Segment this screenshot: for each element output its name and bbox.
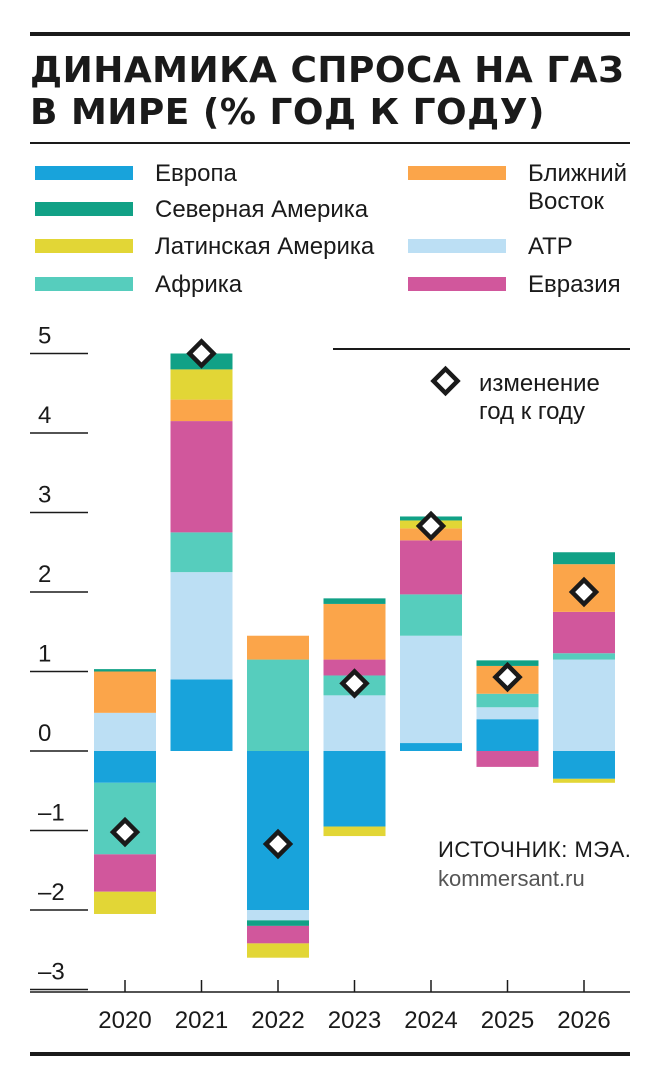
bar-2020-latin_america xyxy=(94,891,156,914)
source-note: ИСТОЧНИК: МЭА. xyxy=(438,837,632,862)
x-tick-label-2025: 2025 xyxy=(481,1007,534,1034)
legend-label-eurasia: Евразия xyxy=(528,271,621,298)
legend-swatch-latin-america xyxy=(35,239,133,253)
bar-2022-apac xyxy=(247,910,309,921)
site-credit: kommersant.ru xyxy=(438,866,585,891)
legend-item-apac: АТР xyxy=(408,233,660,261)
bar-2023-north_america xyxy=(323,598,386,604)
y-tick-label-0: –3 xyxy=(38,959,65,986)
yoy-marker-2020 xyxy=(109,816,141,848)
x-tick-label-2021: 2021 xyxy=(175,1007,228,1034)
bar-2026-eurasia xyxy=(553,611,615,654)
y-tick-label-3: 0 xyxy=(38,720,51,747)
legend-swatch-apac xyxy=(408,239,506,253)
bar-2022-middle_east xyxy=(247,635,309,660)
legend-swatch-africa xyxy=(35,277,133,291)
y-tick-label-2: –1 xyxy=(38,800,65,827)
yoy-marker-2026 xyxy=(568,576,600,608)
marker-legend: изменение год к году xyxy=(333,348,630,425)
legend-swatch-eurasia xyxy=(408,277,506,291)
bar-2020-north_america xyxy=(94,669,156,672)
legend-item-africa: Африка xyxy=(35,271,375,299)
bar-2024-europe xyxy=(400,743,462,751)
y-tick-label-4: 1 xyxy=(38,641,51,668)
bar-2020-apac xyxy=(94,712,156,751)
y-tick-label-6: 3 xyxy=(38,482,51,509)
y-tick-label-1: –2 xyxy=(38,879,65,906)
yoy-markers xyxy=(109,338,600,860)
chart-title-line-1: ДИНАМИКА СПРОСА НА ГАЗ xyxy=(30,50,625,91)
bar-2025-eurasia xyxy=(476,751,539,767)
bar-2024-africa xyxy=(400,594,462,636)
legend-item-latin-america: Латинская Америка xyxy=(35,233,375,261)
top-rule xyxy=(30,32,630,36)
bar-2020-eurasia xyxy=(94,854,156,892)
bar-2023-middle_east xyxy=(323,603,386,660)
yoy-marker-2022 xyxy=(262,828,294,860)
bar-2022-latin_america xyxy=(247,943,309,958)
bar-2026-north_america xyxy=(553,552,615,565)
legend-label-europe: Европа xyxy=(155,160,237,187)
bottom-rule xyxy=(30,1052,630,1056)
y-tick-label-5: 2 xyxy=(38,561,51,588)
bar-2020-middle_east xyxy=(94,671,156,713)
bar-2026-africa xyxy=(553,653,615,660)
yoy-marker-2025 xyxy=(492,661,523,693)
chart-title-line-2: В МИРЕ (% ГОД К ГОДУ) xyxy=(30,92,545,133)
x-tick-label-2026: 2026 xyxy=(557,1007,610,1034)
bar-2021-europe xyxy=(170,679,233,751)
bar-2025-europe xyxy=(476,719,539,751)
chart-title: ДИНАМИКА СПРОСА НА ГАЗ В МИРЕ (% ГОД К Г… xyxy=(30,50,630,134)
x-tick-label-2022: 2022 xyxy=(251,1007,304,1034)
legend-item-europe: Европа xyxy=(35,160,375,188)
bar-2023-apac xyxy=(323,695,386,751)
bar-2022-africa xyxy=(247,659,309,751)
bar-2021-middle_east xyxy=(170,399,233,422)
bar-2023-eurasia xyxy=(323,659,386,676)
marker-legend-icon xyxy=(430,365,461,397)
legend-item-middle-east: Ближний Восток xyxy=(408,160,638,216)
y-tick-label-8: 5 xyxy=(38,323,51,350)
legend-item-north-america: Северная Америка xyxy=(35,196,375,224)
y-axis: –3 –2 –1 0 1 2 3 4 5 xyxy=(30,323,88,991)
bar-2022-north_america xyxy=(247,920,309,926)
bar-2023-latin_america xyxy=(323,826,386,837)
y-tick-label-7: 4 xyxy=(38,402,51,429)
marker-legend-label-line-2: год к году xyxy=(479,398,585,425)
bar-2026-latin_america xyxy=(553,778,615,783)
yoy-marker-2021 xyxy=(186,338,217,369)
bar-2024-eurasia xyxy=(400,540,462,595)
x-tick-label-2020: 2020 xyxy=(98,1007,151,1034)
yoy-marker-2023 xyxy=(339,668,370,699)
legend-swatch-europe xyxy=(35,166,133,180)
bar-2026-apac xyxy=(553,659,615,751)
bar-2026-europe xyxy=(553,751,615,779)
bar-2023-europe xyxy=(323,751,386,827)
bar-2025-apac xyxy=(476,707,539,720)
bar-2021-apac xyxy=(170,572,233,680)
bar-2021-africa xyxy=(170,532,233,573)
legend-swatch-middle-east xyxy=(408,166,506,180)
yoy-marker-2024 xyxy=(415,510,447,542)
legend-label-middle-east: Ближний Восток xyxy=(528,160,628,215)
marker-legend-label-line-1: изменение xyxy=(479,370,600,397)
legend-label-latin-america: Латинская Америка xyxy=(155,233,375,260)
bar-2025-africa xyxy=(476,693,539,708)
title-rule xyxy=(30,142,630,144)
bar-2024-apac xyxy=(400,635,462,744)
x-tick-label-2024: 2024 xyxy=(404,1007,457,1034)
bar-2022-eurasia xyxy=(247,925,309,944)
x-axis: 2020 2021 2022 2023 2024 2025 2026 xyxy=(30,980,630,1034)
bar-2021-latin_america xyxy=(170,369,233,400)
legend-label-apac: АТР xyxy=(528,233,573,260)
legend-item-eurasia: Евразия xyxy=(408,271,660,299)
legend-swatch-north-america xyxy=(35,202,133,216)
bar-2020-europe xyxy=(94,751,156,783)
bar-2021-eurasia xyxy=(170,421,233,533)
x-tick-label-2023: 2023 xyxy=(328,1007,381,1034)
legend-label-africa: Африка xyxy=(155,271,243,298)
legend-label-north-america: Северная Америка xyxy=(155,196,369,223)
